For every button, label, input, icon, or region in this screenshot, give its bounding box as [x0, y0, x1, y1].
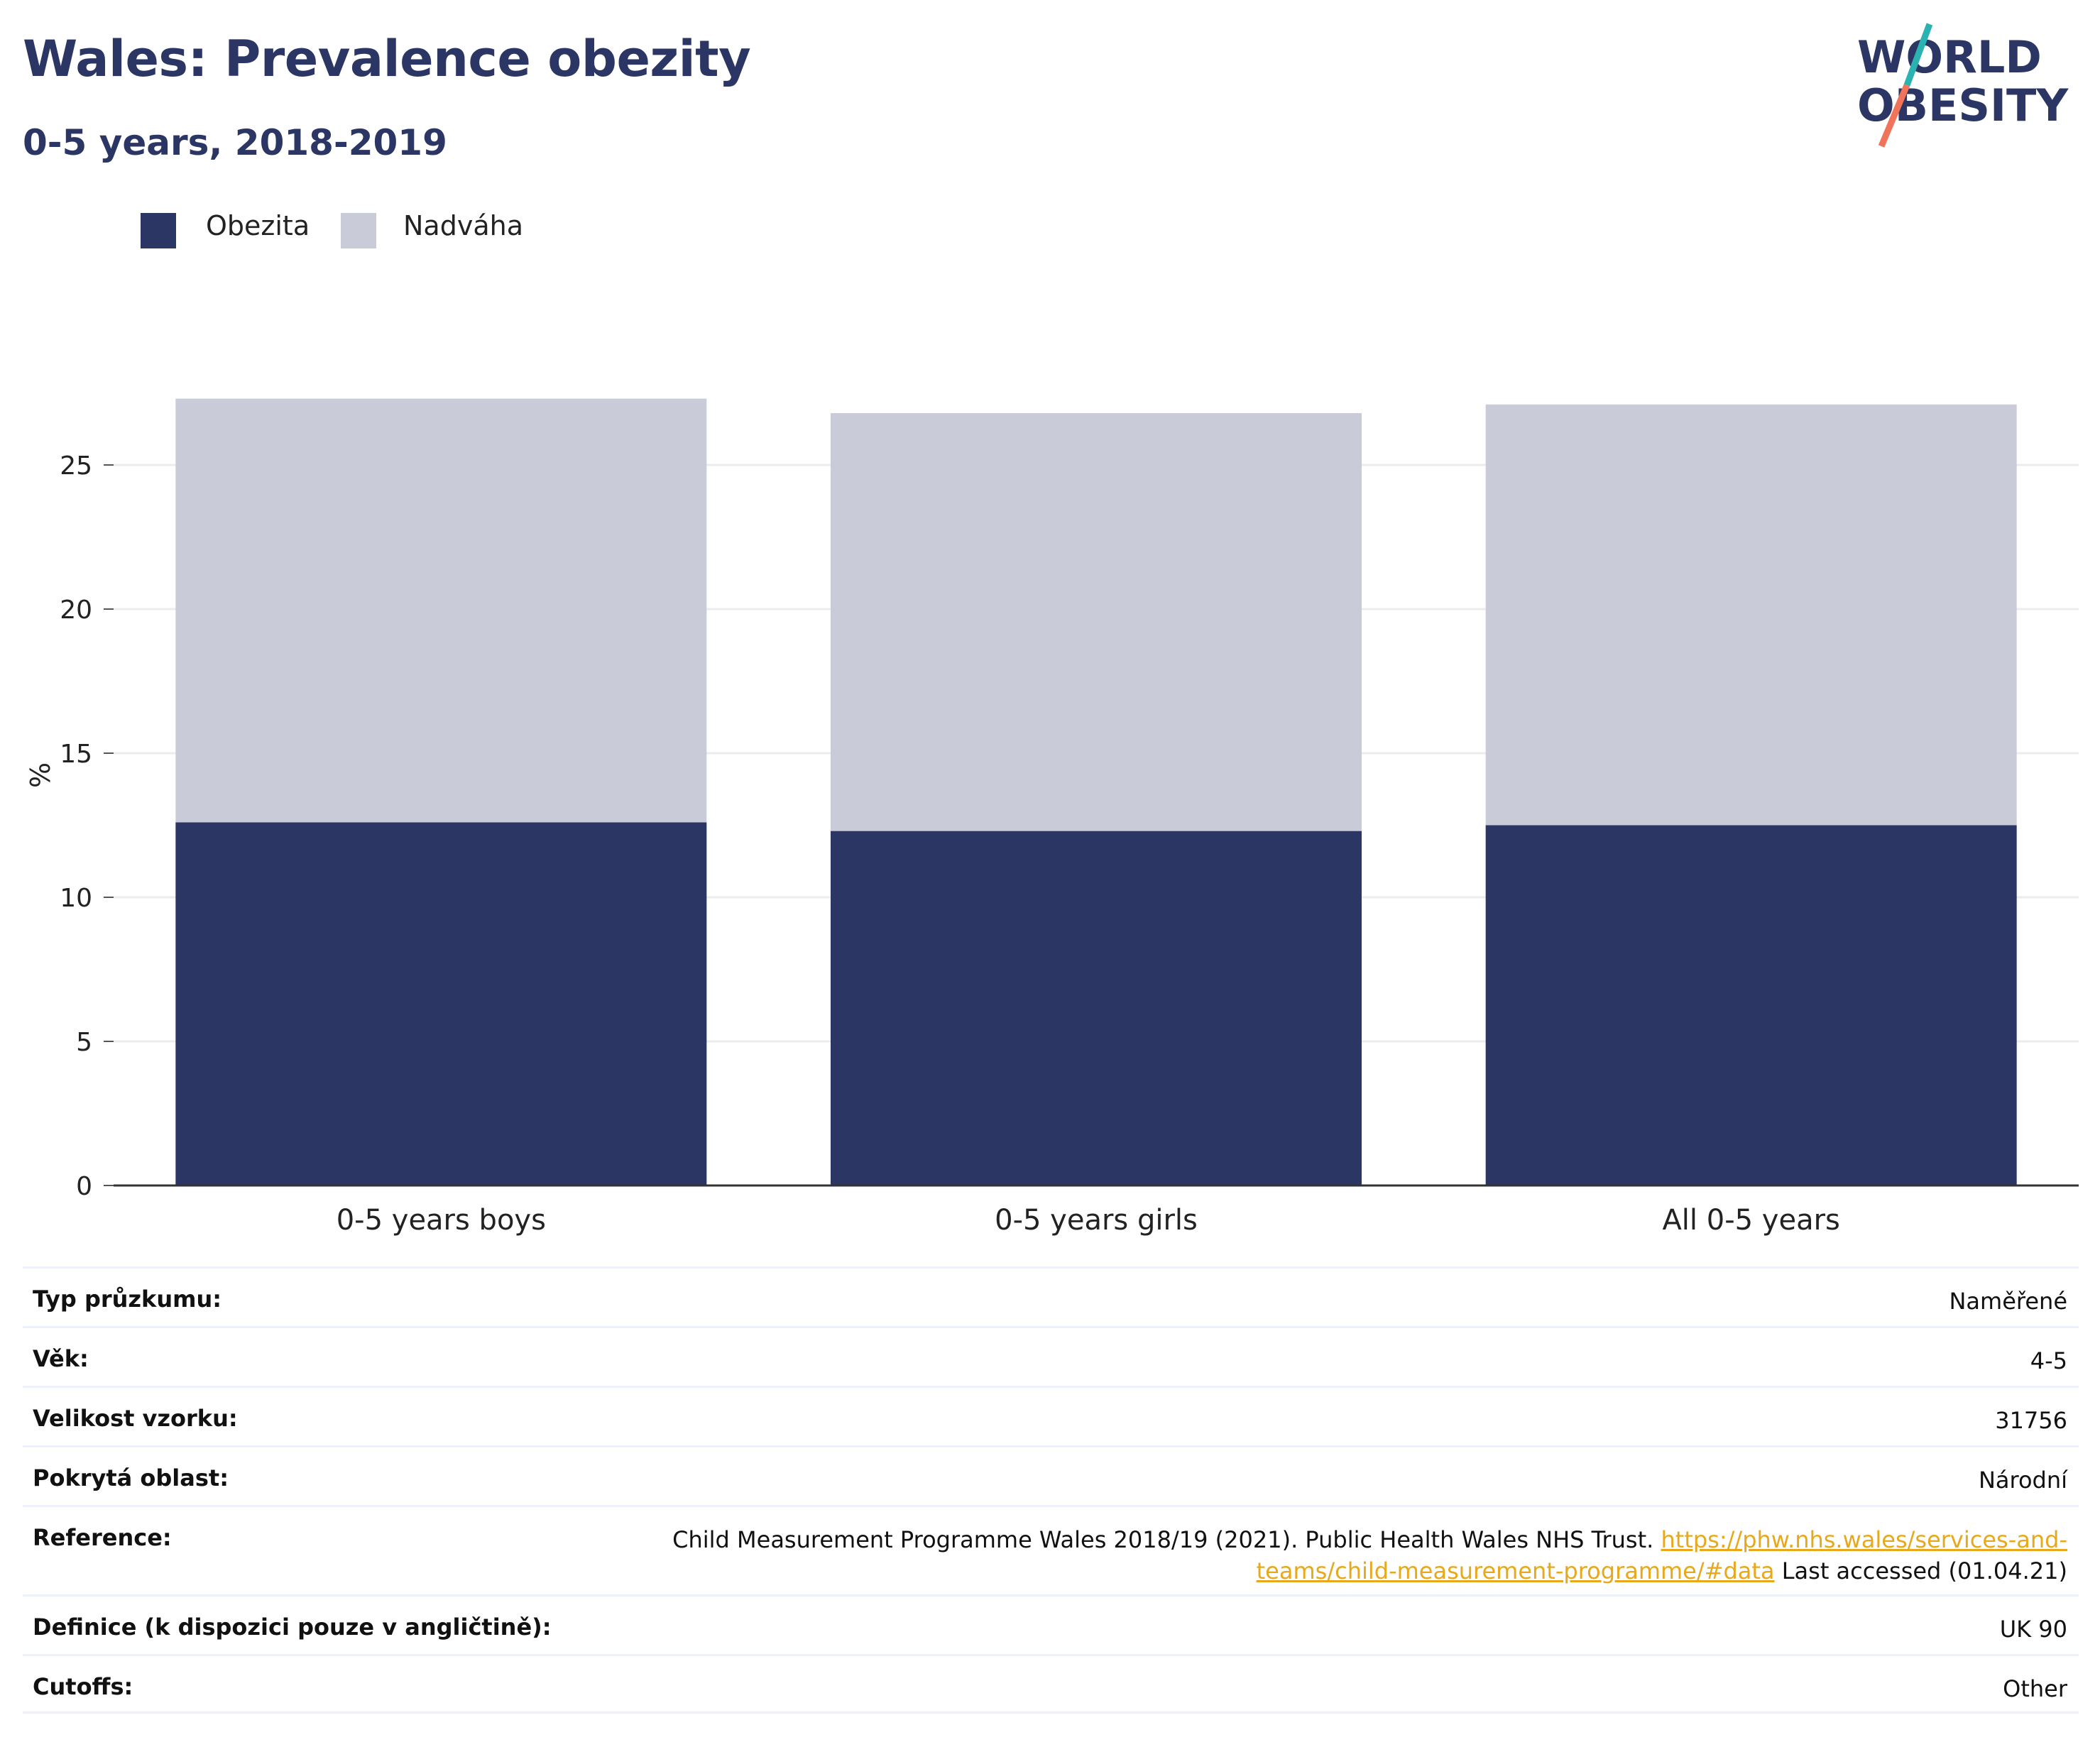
y-tick-label: 15	[60, 740, 92, 769]
y-tick-label: 20	[60, 596, 92, 625]
bars	[175, 398, 2017, 1185]
bar-segment	[1485, 404, 2017, 826]
legend-swatch-obezita	[141, 213, 176, 248]
logo-line1: WORLD	[1857, 31, 2042, 83]
info-value: UK 90	[1999, 1616, 2067, 1643]
info-row-sample-size: Velikost vzorku: 31756	[23, 1386, 2079, 1445]
y-axis-label: %	[25, 762, 56, 788]
y-tick-label: 10	[60, 884, 92, 913]
info-row-reference: Reference: Child Measurement Programme W…	[23, 1505, 2079, 1594]
info-value: 4-5	[2030, 1347, 2067, 1374]
info-key: Definice (k dispozici pouze v angličtině…	[33, 1614, 552, 1641]
bar-segment	[831, 412, 1362, 831]
info-value: Other	[2003, 1675, 2067, 1702]
info-value: Naměřené	[1949, 1288, 2067, 1315]
info-key: Pokrytá oblast:	[33, 1464, 229, 1491]
axes: 0 5 10 15 20 25% 0-5 years boys 0-5 years girls…	[25, 451, 2079, 1237]
info-key: Velikost vzorku:	[33, 1405, 238, 1432]
reference-text: Child Measurement Programme Wales 2018/1…	[672, 1526, 1661, 1553]
info-value: Národní	[1978, 1467, 2067, 1494]
reference-link-part1[interactable]: https://phw.nhs.wales/services-and-	[1661, 1526, 2067, 1553]
page-subtitle: 0-5 years, 2018-2019	[23, 122, 447, 163]
y-tick-label: 0	[76, 1172, 92, 1201]
y-tick-label: 5	[76, 1028, 92, 1057]
reference-link-part2[interactable]: teams/child-measurement-programme/#data	[1256, 1557, 1775, 1584]
page-title: Wales: Prevalence obezity	[23, 30, 751, 88]
x-tick-label: 0-5 years boys	[337, 1204, 546, 1237]
bar-segment	[175, 822, 707, 1185]
world-obesity-logo: WORLD OBESITY	[1857, 23, 2069, 148]
info-row-definition: Definice (k dispozici pouze v angličtině…	[23, 1594, 2079, 1654]
logo-slash-top	[1903, 23, 1933, 87]
y-tick-label: 25	[60, 451, 92, 481]
info-row-survey-type: Typ průzkumu: Naměřené	[23, 1266, 2079, 1326]
info-key: Věk:	[33, 1345, 89, 1372]
bar-segment	[831, 831, 1362, 1185]
info-value-reference: Child Measurement Programme Wales 2018/1…	[672, 1524, 2067, 1587]
legend-swatch-nadvaha	[341, 213, 376, 248]
legend-label-nadvaha: Nadváha	[403, 210, 523, 241]
legend-label-obezita: Obezita	[206, 210, 310, 241]
info-row-area: Pokrytá oblast: Národní	[23, 1445, 2079, 1505]
x-tick-label: All 0-5 years	[1662, 1204, 1839, 1237]
bar-segment	[175, 398, 707, 823]
info-value: 31756	[1995, 1407, 2067, 1434]
info-row-age: Věk: 4-5	[23, 1326, 2079, 1386]
info-row-cutoffs: Cutoffs: Other	[23, 1654, 2079, 1714]
logo-slash-bottom	[1878, 84, 1910, 148]
info-table: Typ průzkumu: Naměřené Věk: 4-5 Velikost…	[23, 1266, 2079, 1714]
info-key: Cutoffs:	[33, 1673, 133, 1700]
x-tick-label: 0-5 years girls	[995, 1204, 1198, 1237]
reference-accessed: Last accessed (01.04.21)	[1774, 1557, 2067, 1584]
bar-segment	[1485, 825, 2017, 1185]
stacked-bar-chart: 0 5 10 15 20 25% 0-5 years boys 0-5 years girls…	[25, 398, 2079, 1237]
info-key: Typ průzkumu:	[33, 1286, 222, 1313]
info-key: Reference:	[33, 1524, 172, 1551]
